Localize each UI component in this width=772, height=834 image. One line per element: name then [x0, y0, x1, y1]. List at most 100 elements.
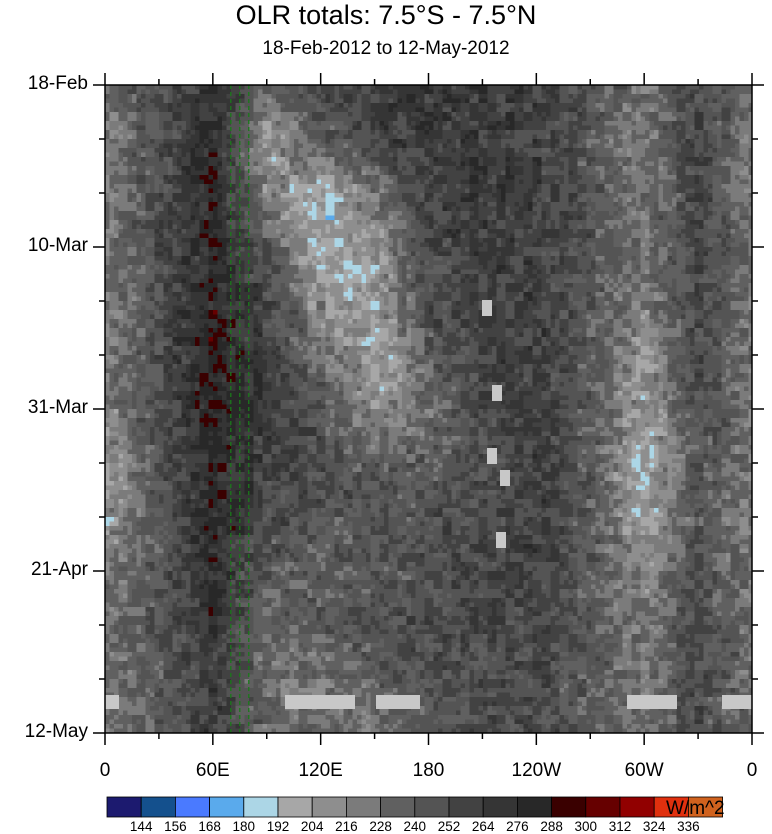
- heatmap-cell: [159, 184, 164, 189]
- heatmap-cell: [618, 148, 623, 153]
- heatmap-cell: [127, 206, 133, 212]
- heatmap-cell: [343, 229, 349, 234]
- heatmap-cell: [397, 85, 403, 90]
- heatmap-cell: [330, 188, 335, 194]
- heatmap-cell: [388, 130, 394, 135]
- heatmap-cell: [249, 184, 254, 189]
- heatmap-cell: [298, 139, 304, 144]
- heatmap-cell: [118, 139, 124, 144]
- heatmap-cell: [631, 188, 637, 194]
- heatmap-cell: [294, 152, 299, 158]
- heatmap-cell: [231, 125, 236, 131]
- heatmap-cell: [681, 130, 686, 135]
- heatmap-cell: [231, 139, 236, 144]
- heatmap-cell: [469, 157, 475, 162]
- heatmap-cell: [492, 139, 497, 144]
- heatmap-cell: [690, 94, 695, 99]
- heatmap-cell: [136, 112, 142, 117]
- heatmap-cell: [474, 130, 479, 135]
- heatmap-cell: [532, 229, 538, 234]
- heatmap-cell: [145, 184, 151, 189]
- heatmap-cell: [186, 238, 191, 243]
- heatmap-cell: [240, 238, 245, 243]
- heatmap-cell: [645, 206, 650, 212]
- heatmap-cell: [253, 197, 259, 203]
- heatmap-cell: [604, 188, 610, 194]
- heatmap-cell: [726, 112, 731, 117]
- heatmap-cell: [343, 202, 349, 207]
- heatmap-cell: [496, 215, 502, 221]
- heatmap-cell: [420, 202, 425, 207]
- heatmap-cell: [456, 98, 461, 104]
- heatmap-cell: [501, 184, 506, 189]
- heatmap-cell: [487, 215, 493, 221]
- heatmap-cell: [748, 179, 753, 185]
- heatmap-cell: [672, 85, 677, 90]
- heatmap-cell: [258, 112, 263, 117]
- heatmap-cell: [208, 143, 214, 149]
- heatmap-cell: [154, 103, 160, 108]
- heatmap-cell: [204, 134, 209, 140]
- heatmap-cell: [658, 166, 664, 171]
- heatmap-cell: [208, 116, 214, 122]
- heatmap-cell: [640, 211, 646, 216]
- heatmap-cell: [298, 184, 304, 189]
- heatmap-cell: [123, 215, 128, 221]
- heatmap-cell: [555, 206, 560, 212]
- heatmap-cell: [460, 148, 466, 153]
- heatmap-cell: [348, 107, 353, 113]
- heatmap-cell: [591, 148, 596, 153]
- heatmap-cell: [550, 224, 556, 230]
- heatmap-cell: [721, 94, 727, 99]
- heatmap-cell: [555, 224, 560, 230]
- heatmap-cell: [456, 152, 461, 158]
- heatmap-cell: [708, 220, 713, 225]
- heatmap-cell: [528, 116, 533, 122]
- heatmap-cell: [703, 112, 709, 117]
- heatmap-cell: [163, 143, 169, 149]
- heatmap-cell: [667, 229, 673, 234]
- heatmap-cell: [276, 107, 281, 113]
- heatmap-cell: [438, 98, 443, 104]
- heatmap-cell: [397, 103, 403, 108]
- heatmap-cell: [739, 98, 745, 104]
- heatmap-cell: [330, 134, 335, 140]
- heatmap-cell: [487, 188, 493, 194]
- heatmap-cell: [613, 116, 619, 122]
- heatmap-cell: [654, 197, 659, 203]
- heatmap-cell: [154, 238, 160, 243]
- heatmap-cell: [703, 94, 709, 99]
- heatmap-cell: [235, 233, 241, 239]
- heatmap-cell: [690, 233, 695, 239]
- heatmap-cell: [528, 94, 533, 99]
- heatmap-cell: [321, 139, 326, 144]
- heatmap-cell: [442, 197, 448, 203]
- heatmap-cell: [429, 238, 434, 243]
- heatmap-cell: [307, 116, 313, 122]
- heatmap-cell: [672, 161, 677, 167]
- heatmap-cell: [163, 170, 169, 176]
- heatmap-cell: [681, 152, 686, 158]
- heatmap-cell: [564, 188, 569, 194]
- heatmap-cell: [564, 211, 569, 216]
- heatmap-cell: [654, 206, 659, 212]
- heatmap-cell: [577, 148, 583, 153]
- heatmap-cell: [492, 121, 497, 126]
- heatmap-cell: [375, 139, 380, 144]
- heatmap-cell: [501, 179, 506, 185]
- heatmap-cell: [708, 116, 713, 122]
- heatmap-cell: [609, 134, 614, 140]
- heatmap-cell: [312, 184, 317, 189]
- heatmap-cell: [321, 103, 326, 108]
- heatmap-cell: [150, 85, 155, 90]
- heatmap-cell: [600, 193, 605, 198]
- heatmap-cell: [366, 179, 371, 185]
- heatmap-cell: [550, 184, 556, 189]
- heatmap-cell: [748, 175, 753, 180]
- heatmap-cell: [402, 238, 407, 243]
- heatmap-cell: [271, 134, 277, 140]
- heatmap-cell: [321, 148, 326, 153]
- heatmap-cell: [267, 193, 272, 198]
- heatmap-cell: [141, 121, 146, 126]
- heatmap-cell: [271, 179, 277, 185]
